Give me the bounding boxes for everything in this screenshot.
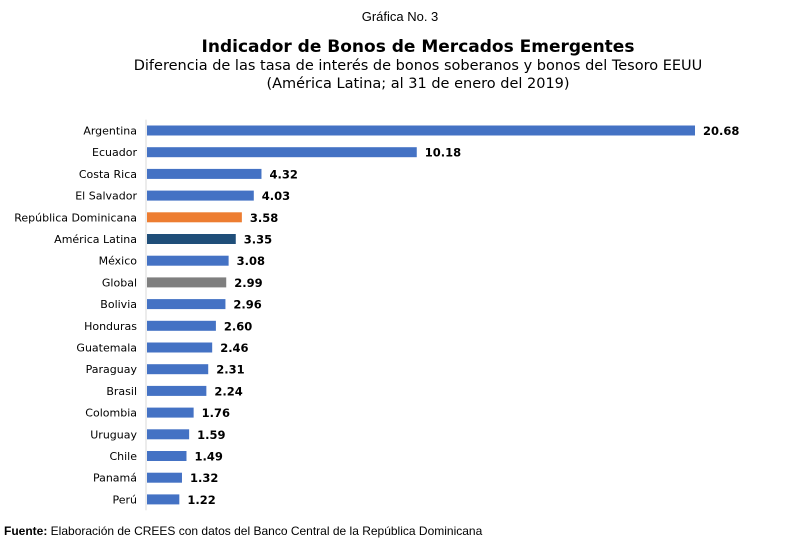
category-label: Colombia — [85, 407, 137, 420]
chart-subtitle: Diferencia de las tasa de interés de bon… — [0, 57, 800, 93]
bar — [147, 212, 242, 223]
category-label: Costa Rica — [79, 168, 137, 181]
bar — [147, 472, 182, 483]
data-label: 1.76 — [202, 406, 230, 420]
category-label: Bolivia — [100, 298, 137, 311]
data-label: 1.32 — [190, 471, 218, 485]
data-label: 1.59 — [197, 428, 225, 442]
bar — [147, 320, 216, 331]
bar — [147, 299, 226, 310]
category-label: El Salvador — [75, 190, 137, 203]
data-label: 2.31 — [216, 363, 244, 377]
bar — [147, 277, 227, 288]
data-label: 4.03 — [262, 189, 290, 203]
bar — [147, 364, 209, 375]
data-label: 20.68 — [703, 124, 739, 138]
category-label: México — [99, 255, 138, 268]
category-label: Chile — [109, 450, 137, 463]
bar-chart: Argentina 20.68 Ecuador 10.18 Costa Rica 4.32… — [14, 119, 739, 511]
category-label: Ecuador — [92, 146, 137, 159]
bar — [147, 494, 180, 505]
data-label: 3.58 — [250, 211, 278, 225]
data-label: 4.32 — [269, 167, 297, 181]
bar — [147, 342, 213, 353]
source-label: Fuente: — [4, 524, 48, 538]
bar — [147, 429, 190, 440]
source-note: Fuente: Elaboración de CREES con datos d… — [4, 524, 482, 538]
data-label: 2.99 — [234, 276, 262, 290]
category-label: Argentina — [83, 125, 137, 138]
data-label: 1.22 — [187, 493, 215, 507]
category-label: América Latina — [54, 233, 137, 246]
data-label: 3.08 — [237, 254, 265, 268]
bar — [147, 407, 194, 418]
data-label: 2.96 — [233, 298, 261, 312]
data-label: 2.24 — [214, 384, 242, 398]
category-label: Global — [102, 276, 137, 289]
chart-kicker: Gráfica No. 3 — [361, 9, 439, 24]
category-label: República Dominicana — [14, 211, 137, 224]
subtitle-line-2: (América Latina; al 31 de enero del 2019… — [266, 76, 570, 92]
bar — [147, 147, 417, 158]
data-label: 3.35 — [244, 233, 272, 247]
bar — [147, 255, 229, 266]
bar — [147, 168, 262, 179]
category-label: Paraguay — [86, 363, 138, 376]
category-label: Uruguay — [90, 428, 137, 441]
data-label: 10.18 — [425, 146, 461, 160]
bar — [147, 125, 695, 136]
category-label: Perú — [112, 493, 137, 506]
bar — [147, 190, 254, 201]
subtitle-line-1: Diferencia de las tasa de interés de bon… — [133, 58, 703, 74]
data-label: 2.60 — [224, 319, 252, 333]
category-label: Panamá — [93, 472, 137, 485]
source-text: Elaboración de CREES con datos del Banco… — [47, 524, 483, 538]
chart-title: Indicador de Bonos de Mercados Emergente… — [201, 37, 635, 57]
category-label: Honduras — [84, 320, 137, 333]
bar — [147, 385, 207, 396]
category-label: Guatemala — [76, 342, 137, 355]
data-label: 2.46 — [220, 341, 248, 355]
category-label: Brasil — [106, 385, 137, 398]
bar — [147, 234, 236, 244]
bar — [147, 451, 187, 461]
data-label: 1.49 — [194, 450, 222, 464]
